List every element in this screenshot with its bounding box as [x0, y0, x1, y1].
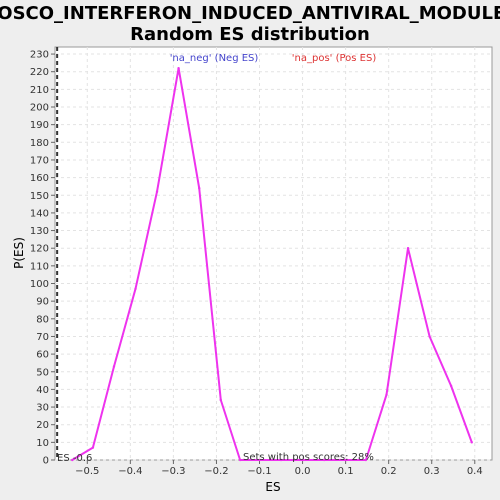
- x-axis-label: ES: [265, 480, 280, 494]
- y-tick-label: 200: [30, 103, 49, 114]
- data-point: [385, 393, 388, 396]
- legend-pos-es: 'na_pos' (Pos ES): [292, 53, 377, 64]
- chart-title-line-2: Random ES distribution: [130, 24, 370, 45]
- y-tick-label: 190: [30, 120, 49, 131]
- x-tick-label: −0.1: [247, 466, 271, 477]
- y-tick-label: 130: [30, 226, 49, 237]
- y-tick-label: 220: [30, 67, 49, 78]
- y-tick-label: 110: [30, 261, 49, 272]
- x-axis: −0.5 −0.4 −0.3 −0.2 −0.1 0.0 0.1 0.2 0.3 0.4: [75, 460, 483, 477]
- x-tick-label: 0.0: [295, 466, 311, 477]
- y-axis: 0 10 20 30 40 50 60 70 80 90 100 110 120 130 140 150 160…: [30, 50, 55, 467]
- y-tick-label: 160: [30, 173, 49, 184]
- y-tick-label: 60: [36, 350, 49, 361]
- y-tick-label: 70: [36, 332, 49, 343]
- y-tick-label: 40: [36, 385, 49, 396]
- y-tick-label: 10: [36, 438, 49, 449]
- x-tick-label: −0.5: [75, 466, 99, 477]
- legend-neg-es: 'na_neg' (Neg ES): [170, 53, 259, 64]
- data-point: [219, 398, 222, 402]
- y-tick-label: 30: [36, 403, 49, 414]
- x-tick-label: −0.3: [161, 466, 185, 477]
- y-axis-label: P(ES): [12, 237, 26, 269]
- y-tick-label: 180: [30, 138, 49, 149]
- grid: [55, 47, 492, 461]
- x-tick-label: 0.4: [467, 466, 483, 477]
- data-point: [470, 441, 473, 444]
- y-tick-label: 20: [36, 420, 49, 431]
- y-tick-label: 170: [30, 155, 49, 166]
- data-point: [238, 458, 242, 462]
- data-point: [71, 458, 74, 462]
- y-tick-label: 210: [30, 85, 49, 96]
- pos-scores-annotation: Sets with pos scores: 28%: [243, 452, 374, 463]
- data-point: [258, 458, 261, 462]
- data-point: [344, 458, 347, 462]
- y-tick-label: 230: [30, 50, 49, 61]
- series-layer: [71, 66, 473, 462]
- x-tick-label: 0.2: [381, 466, 397, 477]
- data-point: [134, 287, 137, 290]
- x-tick-label: −0.2: [204, 466, 228, 477]
- data-point: [112, 365, 116, 368]
- x-tick-label: 0.1: [338, 466, 354, 477]
- y-tick-label: 90: [36, 297, 49, 308]
- data-point: [428, 335, 431, 338]
- series-line: [71, 67, 473, 461]
- y-tick-label: 100: [30, 279, 49, 290]
- data-point: [279, 458, 283, 462]
- data-point: [301, 458, 304, 462]
- x-tick-label: −0.4: [118, 466, 142, 477]
- y-tick-label: 120: [30, 244, 49, 255]
- y-tick-label: 150: [30, 191, 49, 202]
- es-marker-label: ES -0.6: [57, 453, 92, 464]
- data-point: [364, 458, 368, 462]
- data-point: [322, 458, 326, 462]
- y-tick-label: 0: [43, 456, 49, 467]
- data-point: [177, 66, 180, 70]
- y-tick-label: 140: [30, 208, 49, 219]
- data-point: [155, 190, 159, 193]
- data-point: [406, 247, 410, 250]
- y-tick-label: 50: [36, 367, 49, 378]
- data-point: [198, 186, 201, 190]
- data-point: [91, 446, 95, 449]
- x-tick-label: 0.3: [424, 466, 440, 477]
- data-point: [449, 384, 453, 388]
- plot-area: [54, 46, 493, 461]
- chart-title-line-1: BOSCO_INTERFERON_INDUCED_ANTIVIRAL_MODUL…: [0, 3, 500, 24]
- y-tick-label: 80: [36, 314, 49, 325]
